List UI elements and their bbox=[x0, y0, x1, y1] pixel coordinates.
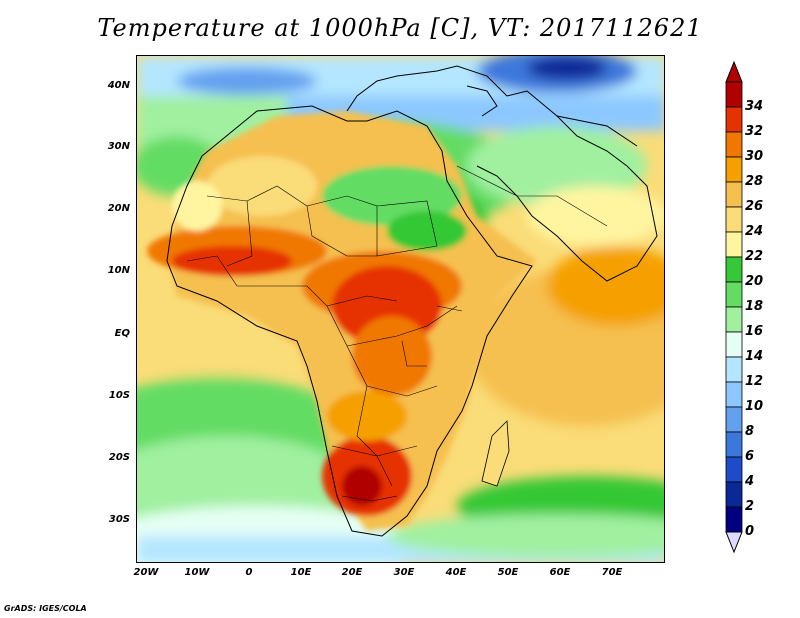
lon-label-10e: 10E bbox=[290, 567, 312, 578]
chart-title: Temperature at 1000hPa [C], VT: 20171126… bbox=[97, 14, 703, 42]
colorbar-label: 26 bbox=[745, 199, 764, 214]
colorbar-swatch bbox=[725, 481, 743, 508]
temperature-map bbox=[136, 55, 665, 563]
lat-label-10s: 10S bbox=[108, 390, 130, 401]
colorbar-swatch bbox=[725, 231, 743, 258]
colorbar-swatch bbox=[725, 156, 743, 183]
colorbar-label: 8 bbox=[745, 424, 755, 439]
colorbar-swatch bbox=[725, 431, 743, 458]
colorbar-top-arrow bbox=[725, 60, 743, 83]
colorbar-label: 10 bbox=[745, 399, 764, 414]
colorbar-label: 28 bbox=[745, 174, 764, 189]
lat-label-30s: 30S bbox=[108, 514, 130, 525]
colorbar-swatch bbox=[725, 306, 743, 333]
colorbar-swatch bbox=[725, 131, 743, 158]
lat-label-30n: 30N bbox=[107, 141, 130, 152]
footer-credit: GrADS: IGES/COLA bbox=[4, 604, 87, 613]
colorbar-label: 18 bbox=[745, 299, 764, 314]
colorbar-swatch bbox=[725, 356, 743, 383]
colorbar-label: 24 bbox=[745, 224, 764, 239]
colorbar-swatch bbox=[725, 506, 743, 533]
colorbar-label: 30 bbox=[745, 149, 764, 164]
lon-label-40e: 40E bbox=[445, 567, 467, 578]
lat-label-eq: EQ bbox=[114, 328, 130, 339]
lon-label-60e: 60E bbox=[549, 567, 571, 578]
colorbar-swatch bbox=[725, 181, 743, 208]
colorbar-swatch bbox=[725, 106, 743, 133]
colorbar-swatch bbox=[725, 381, 743, 408]
coastline bbox=[166, 65, 658, 537]
colorbar-label: 16 bbox=[745, 324, 764, 339]
colorbar-swatch bbox=[725, 456, 743, 483]
colorbar-graphic bbox=[725, 60, 743, 554]
lon-label-70e: 70E bbox=[601, 567, 623, 578]
country-borders bbox=[186, 165, 608, 502]
lat-label-20n: 20N bbox=[107, 203, 130, 214]
lat-label-20s: 20S bbox=[108, 452, 130, 463]
lat-label-40n: 40N bbox=[107, 80, 130, 91]
colorbar-label: 34 bbox=[745, 99, 764, 114]
colorbar-swatch bbox=[725, 331, 743, 358]
colorbar-swatch bbox=[725, 256, 743, 283]
lon-label-20e: 20E bbox=[341, 567, 363, 578]
colorbar-label: 22 bbox=[745, 249, 764, 264]
lon-label-10w: 10W bbox=[184, 567, 210, 578]
colorbar-swatch bbox=[725, 281, 743, 308]
lon-label-50e: 50E bbox=[497, 567, 519, 578]
colorbar-label: 14 bbox=[745, 349, 764, 364]
colorbar-bottom-arrow bbox=[725, 531, 743, 554]
colorbar-label: 12 bbox=[745, 374, 764, 389]
colorbar-label: 20 bbox=[745, 274, 764, 289]
colorbar-swatch bbox=[725, 81, 743, 108]
colorbar-label: 4 bbox=[745, 474, 755, 489]
lon-label-30e: 30E bbox=[393, 567, 415, 578]
lon-label-0: 0 bbox=[245, 567, 253, 578]
lat-label-10n: 10N bbox=[107, 265, 130, 276]
colorbar-label: 32 bbox=[745, 124, 764, 139]
lon-label-20w: 20W bbox=[133, 567, 159, 578]
colorbar-swatch bbox=[725, 206, 743, 233]
colorbar-swatch bbox=[725, 406, 743, 433]
colorbar-label: 0 bbox=[745, 524, 755, 539]
colorbar-label: 2 bbox=[745, 499, 755, 514]
colorbar-label: 6 bbox=[745, 449, 755, 464]
